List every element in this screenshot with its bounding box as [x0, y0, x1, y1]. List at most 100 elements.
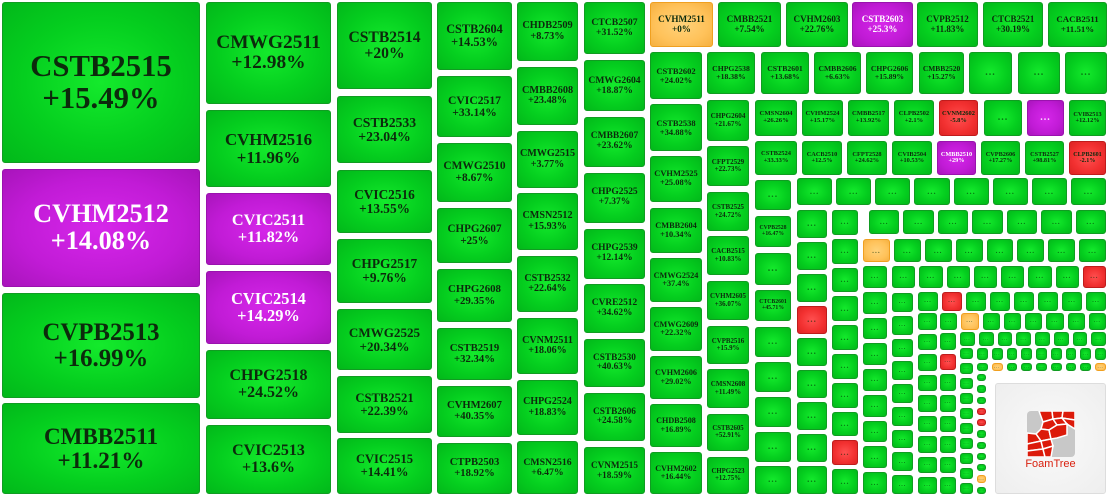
collapsed-group-tile[interactable]: ...: [914, 178, 950, 205]
collapsed-group-tile[interactable]: ...: [832, 354, 858, 379]
collapsed-group-tile[interactable]: ...: [990, 292, 1010, 311]
treemap-tile[interactable]: CSTB2602 +24.02%: [650, 52, 702, 99]
collapsed-group-tile[interactable]: ...: [977, 430, 986, 438]
treemap-tile[interactable]: CSTB2606 +24.58%: [584, 393, 645, 441]
treemap-tile[interactable]: CTPB2503 +18.92%: [437, 443, 512, 494]
collapsed-group-tile[interactable]: ...: [918, 354, 937, 371]
treemap-tile[interactable]: CTCB2521 +30.19%: [983, 2, 1043, 47]
collapsed-group-tile[interactable]: ...: [755, 362, 791, 392]
collapsed-group-tile[interactable]: ...: [863, 266, 887, 288]
collapsed-group-tile[interactable]: ...: [1028, 266, 1052, 288]
collapsed-group-tile[interactable]: ...: [977, 486, 986, 494]
collapsed-group-tile[interactable]: ...: [892, 384, 913, 403]
treemap-tile[interactable]: CHPG2604 +21.67%: [707, 100, 749, 141]
collapsed-group-tile[interactable]: ...: [797, 242, 827, 270]
collapsed-group-tile[interactable]: ...: [1075, 210, 1106, 234]
treemap-tile[interactable]: CVRE2512 +34.62%: [584, 284, 645, 333]
treemap-tile[interactable]: CVIC2515 +14.41%: [337, 438, 432, 494]
treemap-tile[interactable]: CVHM2512 +14.08%: [2, 169, 200, 287]
collapsed-group-tile[interactable]: ...: [1003, 313, 1021, 330]
collapsed-group-tile[interactable]: ...: [977, 363, 988, 371]
foamtree-logo[interactable]: FoamTree: [995, 383, 1106, 494]
collapsed-group-tile[interactable]: ...: [1050, 348, 1062, 360]
collapsed-group-tile[interactable]: ...: [960, 348, 973, 359]
treemap-tile[interactable]: CMWG2609 +22.32%: [650, 307, 702, 351]
treemap-tile[interactable]: CMSN2604 +26.26%: [755, 100, 797, 136]
treemap-tile[interactable]: CVIB2513 +12.12%: [1069, 100, 1106, 136]
collapsed-group-tile[interactable]: ...: [797, 370, 827, 398]
collapsed-group-tile[interactable]: ...: [953, 178, 989, 205]
collapsed-group-tile[interactable]: ...: [940, 333, 956, 350]
treemap-tile[interactable]: CMWG2525 +20.34%: [337, 309, 432, 370]
collapsed-group-tile[interactable]: ...: [1055, 266, 1079, 288]
collapsed-group-tile[interactable]: ...: [960, 408, 973, 419]
collapsed-group-tile[interactable]: ...: [1021, 348, 1033, 360]
collapsed-group-tile[interactable]: ...: [1086, 292, 1106, 311]
treemap-tile[interactable]: CSTB2514 +20%: [337, 2, 432, 89]
collapsed-group-tile[interactable]: ...: [960, 332, 975, 346]
collapsed-group-tile[interactable]: ...: [755, 253, 791, 285]
collapsed-group-tile[interactable]: ...: [919, 266, 943, 288]
collapsed-group-tile[interactable]: ...: [973, 266, 997, 288]
collapsed-group-tile[interactable]: ...: [918, 292, 938, 311]
collapsed-group-tile[interactable]: ...: [960, 423, 973, 434]
collapsed-group-tile[interactable]: ...: [892, 429, 913, 449]
collapsed-group-tile[interactable]: ...: [875, 178, 911, 205]
collapsed-group-tile[interactable]: ...: [832, 382, 858, 408]
collapsed-group-tile[interactable]: ...: [892, 406, 913, 426]
collapsed-group-tile[interactable]: ...: [1021, 363, 1033, 371]
treemap-tile[interactable]: CSTB2525 +24.72%: [707, 192, 749, 231]
collapsed-group-tile[interactable]: ...: [1050, 363, 1062, 371]
collapsed-group-tile[interactable]: ...: [1006, 363, 1018, 371]
collapsed-group-tile[interactable]: ...: [755, 327, 791, 357]
collapsed-group-tile[interactable]: ...: [977, 419, 986, 427]
collapsed-group-tile[interactable]: ...: [1018, 52, 1060, 94]
treemap-tile[interactable]: CSTB2538 +34.88%: [650, 104, 702, 151]
collapsed-group-tile[interactable]: ...: [1065, 348, 1077, 360]
collapsed-group-tile[interactable]: ...: [1095, 348, 1106, 360]
treemap-tile[interactable]: CHPG2525 +7.37%: [584, 173, 645, 223]
treemap-tile[interactable]: CVHM2606 +29.02%: [650, 356, 702, 399]
treemap-tile[interactable]: CMSN2608 +11.49%: [707, 369, 749, 408]
treemap-tile[interactable]: CSTB2521 +22.39%: [337, 376, 432, 433]
collapsed-group-tile[interactable]: ...: [940, 353, 956, 371]
treemap-tile[interactable]: CMBB2511 +11.21%: [2, 403, 200, 494]
collapsed-group-tile[interactable]: ...: [1082, 266, 1106, 288]
collapsed-group-tile[interactable]: ...: [755, 397, 791, 427]
collapsed-group-tile[interactable]: ...: [892, 475, 913, 494]
treemap-tile[interactable]: CACB2515 +10.83%: [707, 236, 749, 275]
treemap-tile[interactable]: CHPG2606 +15.89%: [866, 52, 913, 94]
treemap-tile[interactable]: CVHM2516 +11.96%: [206, 110, 331, 187]
collapsed-group-tile[interactable]: ...: [940, 313, 958, 330]
treemap-tile[interactable]: CHPG2539 +12.14%: [584, 229, 645, 279]
collapsed-group-tile[interactable]: ...: [892, 293, 913, 312]
collapsed-group-tile[interactable]: ...: [797, 178, 833, 205]
treemap-tile[interactable]: CVIC2516 +13.55%: [337, 170, 432, 233]
treemap-tile[interactable]: CSTB2515 +15.49%: [2, 2, 200, 163]
collapsed-group-tile[interactable]: ...: [1014, 292, 1034, 311]
treemap-tile[interactable]: CVPB2516 +15.9%: [707, 326, 749, 364]
collapsed-group-tile[interactable]: ...: [892, 452, 913, 472]
collapsed-group-tile[interactable]: ...: [960, 468, 973, 479]
collapsed-group-tile[interactable]: ...: [992, 178, 1028, 205]
collapsed-group-tile[interactable]: ...: [960, 438, 973, 449]
collapsed-group-tile[interactable]: ...: [1027, 100, 1064, 136]
collapsed-group-tile[interactable]: ...: [892, 315, 913, 335]
collapsed-group-tile[interactable]: ...: [797, 338, 827, 366]
collapsed-group-tile[interactable]: ...: [972, 210, 1003, 234]
collapsed-group-tile[interactable]: ...: [1072, 332, 1088, 346]
treemap-tile[interactable]: CVHM2511 +0%: [650, 2, 713, 47]
collapsed-group-tile[interactable]: ...: [1088, 313, 1106, 330]
collapsed-group-tile[interactable]: ...: [977, 348, 988, 360]
collapsed-group-tile[interactable]: ...: [966, 292, 986, 311]
collapsed-group-tile[interactable]: ...: [836, 178, 872, 205]
collapsed-group-tile[interactable]: ...: [1035, 332, 1050, 346]
collapsed-group-tile[interactable]: ...: [982, 313, 1000, 330]
collapsed-group-tile[interactable]: ...: [977, 475, 986, 483]
treemap-tile[interactable]: CVIC2513 +13.6%: [206, 425, 331, 494]
collapsed-group-tile[interactable]: ...: [832, 267, 858, 293]
collapsed-group-tile[interactable]: ...: [977, 396, 986, 404]
treemap-tile[interactable]: CMBB2604 +10.34%: [650, 208, 702, 253]
collapsed-group-tile[interactable]: ...: [832, 440, 858, 466]
collapsed-group-tile[interactable]: ...: [1079, 239, 1106, 262]
